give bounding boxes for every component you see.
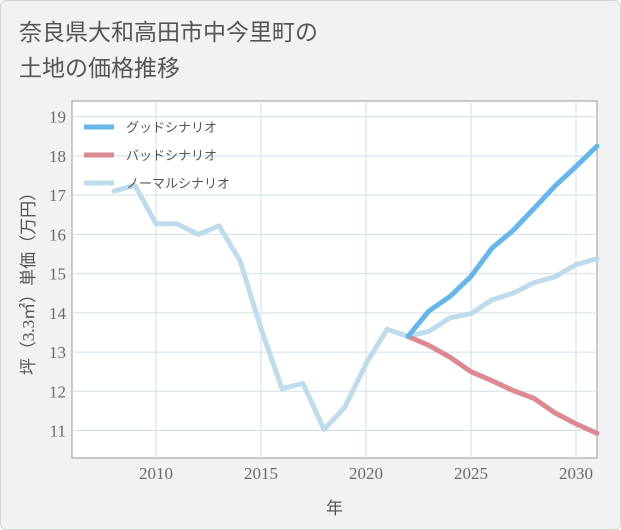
x-tick-label: 2025 [454, 464, 488, 483]
x-tick-label: 2020 [349, 464, 383, 483]
series-line-1 [405, 143, 600, 339]
series-line-3 [111, 182, 600, 432]
y-tick-label: 17 [49, 186, 67, 205]
plot-background [71, 100, 598, 459]
y-axis-label: 坪（3.3㎡）単価（万円） [19, 184, 38, 375]
y-tick-label: 18 [49, 147, 66, 166]
legend-label: グッドシナリオ [126, 120, 217, 135]
legend-label: バッドシナリオ [126, 148, 217, 163]
legend-label: ノーマルシナリオ [126, 176, 230, 191]
y-tick-label: 14 [49, 304, 67, 323]
chart-title-line1: 奈良県大和高田市中今里町の [19, 20, 318, 46]
tick-labels: 11 12 13 14 15 16 17 18 19 2010 2015 2020 2025 2030 [49, 108, 593, 483]
y-tick-label: 16 [49, 225, 66, 244]
x-tick-label: 2010 [139, 464, 173, 483]
y-tick-label: 15 [49, 265, 66, 284]
x-tick-label: 2015 [244, 464, 278, 483]
series-lines [111, 143, 600, 436]
chart-title-line2: 土地の価格推移 [19, 56, 180, 82]
series-line-2 [405, 333, 600, 436]
x-tick-label: 2030 [559, 464, 593, 483]
y-tick-label: 12 [49, 382, 66, 401]
plot-area [71, 100, 598, 459]
chart-title: 奈良県大和高田市中今里町の 土地の価格推移 [19, 15, 579, 87]
y-tick-label: 11 [50, 422, 66, 441]
x-axis-label: 年 [326, 499, 343, 518]
y-tick-label: 19 [49, 108, 66, 127]
y-tick-label: 13 [49, 343, 66, 362]
